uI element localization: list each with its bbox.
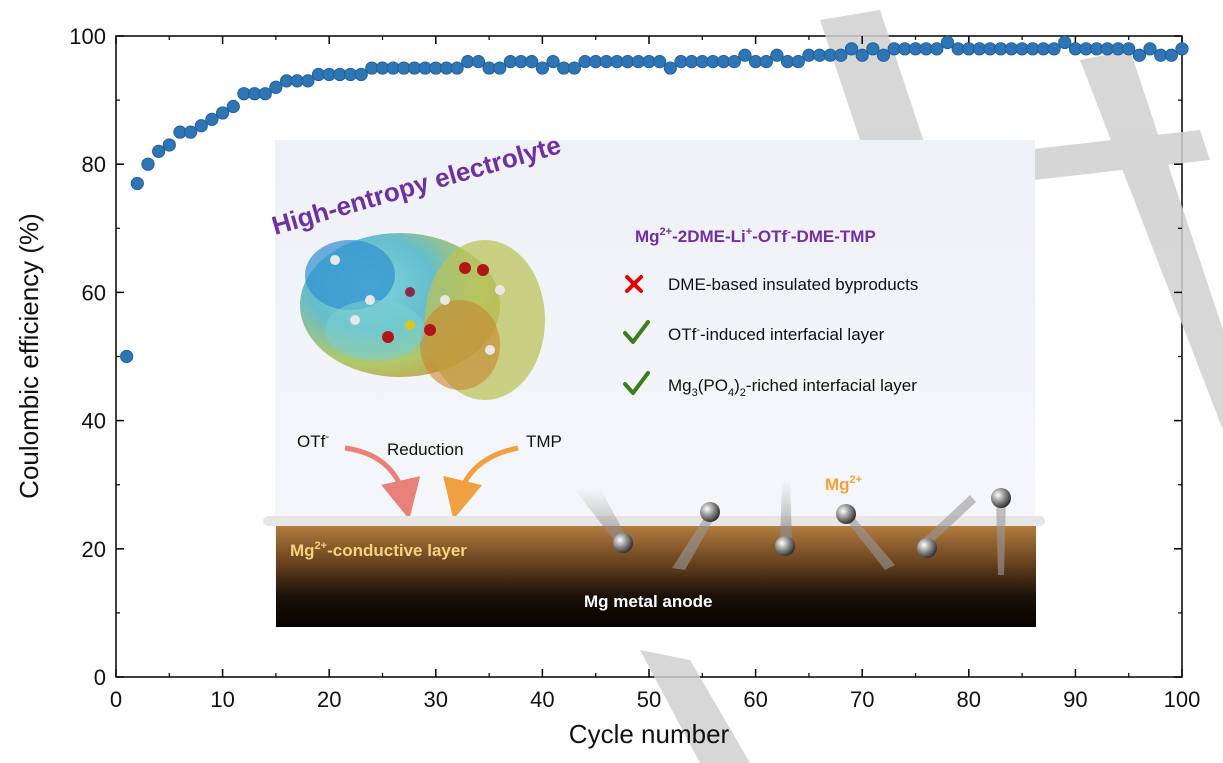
data-point (525, 55, 539, 69)
mg-anode (276, 526, 1036, 627)
anode-label: Mg metal anode (584, 592, 712, 611)
data-point (1058, 35, 1072, 50)
data-point (258, 87, 272, 101)
mg-ion (917, 538, 937, 558)
data-point (770, 48, 784, 62)
status-item-3: Mg3(PO4)2-riched interfacial layer (668, 376, 917, 399)
data-point (866, 42, 880, 56)
check-icon (623, 320, 650, 344)
tmp-reduction-arrow (443, 445, 519, 520)
x-tick-label: 80 (957, 687, 981, 712)
mg-ion (991, 488, 1011, 508)
data-point (1132, 48, 1146, 62)
mg-ion-trails (575, 480, 1006, 575)
y-tick-label: 80 (82, 152, 106, 177)
data-point (205, 112, 219, 126)
mg-ion (700, 502, 720, 522)
data-point (663, 61, 677, 75)
y-tick-label: 60 (82, 280, 106, 305)
data-point (930, 42, 944, 56)
x-tick-label: 60 (743, 687, 767, 712)
data-point (141, 157, 155, 171)
data-point (301, 74, 315, 88)
data-point (162, 138, 176, 152)
data-point (1164, 48, 1178, 62)
x-tick-label: 50 (637, 687, 661, 712)
x-tick-label: 0 (110, 687, 122, 712)
otf-reduction-arrow (344, 445, 421, 520)
tmp-label: TMP (526, 432, 562, 451)
data-point (844, 42, 859, 56)
molecule-esp-illustration (300, 233, 545, 400)
data-point (855, 48, 869, 62)
data-point (876, 48, 891, 62)
data-point (130, 176, 144, 191)
data-point (535, 61, 550, 75)
x-tick-label: 10 (210, 687, 234, 712)
data-point (1122, 42, 1136, 56)
y-axis-title: Coulombic efficiency (%) (14, 213, 44, 499)
y-tick-label: 40 (82, 409, 106, 434)
electrolyte-interface (263, 516, 1045, 526)
data-point (727, 55, 741, 69)
data-point (226, 99, 240, 114)
otf-label: OTf- (297, 431, 329, 451)
mg-ion (836, 504, 856, 524)
data-point (738, 48, 752, 62)
data-point (1047, 42, 1061, 56)
data-point (354, 67, 368, 82)
conductive-layer-label: Mg2+-conductive layer (290, 540, 467, 560)
x-axis-title: Cycle number (569, 719, 730, 749)
mg-ion (775, 536, 795, 556)
data-point (940, 35, 955, 50)
data-point (194, 119, 208, 133)
cross-icon (625, 275, 643, 293)
status-item-2: OTf--induced interfacial layer (668, 324, 885, 344)
data-point (450, 61, 464, 75)
data-point (493, 61, 507, 75)
data-point (834, 48, 848, 62)
data-point (184, 125, 198, 139)
data-point (567, 61, 581, 75)
y-tick-label: 20 (82, 537, 106, 562)
data-point (791, 55, 805, 69)
data-point (546, 55, 560, 69)
x-tick-label: 70 (850, 687, 874, 712)
electrolyte-formula: Mg2+-2DME-Li+-OTf--DME-TMP (635, 226, 876, 246)
data-point (152, 144, 166, 158)
y-tick-label: 0 (94, 665, 106, 690)
axes: 0 10 20 30 40 50 60 70 80 90 100 0 20 40 60 80 100 (69, 24, 1200, 712)
data-point (759, 55, 773, 69)
data-point (216, 106, 230, 120)
data-point (269, 80, 283, 94)
data-point (653, 55, 667, 69)
mg-ion-label: Mg2+ (825, 474, 862, 494)
x-tick-label: 20 (317, 687, 341, 712)
x-tick-label: 100 (1164, 687, 1201, 712)
data-point (120, 349, 134, 364)
x-tick-label: 30 (424, 687, 448, 712)
mg-ion (613, 533, 633, 553)
y-tick-label: 100 (69, 24, 106, 49)
status-item-1: DME-based insulated byproducts (668, 275, 918, 294)
check-icon (623, 371, 650, 395)
data-point (1143, 42, 1157, 56)
data-series (120, 35, 1189, 364)
x-tick-label: 40 (530, 687, 554, 712)
data-point (471, 55, 486, 69)
mechanism-inset: High-entropy electrolyte Mg2+-2DME-Li+-O… (263, 129, 1045, 627)
data-point (1175, 42, 1189, 56)
reduction-label: Reduction (387, 440, 464, 459)
x-tick-label: 90 (1063, 687, 1087, 712)
